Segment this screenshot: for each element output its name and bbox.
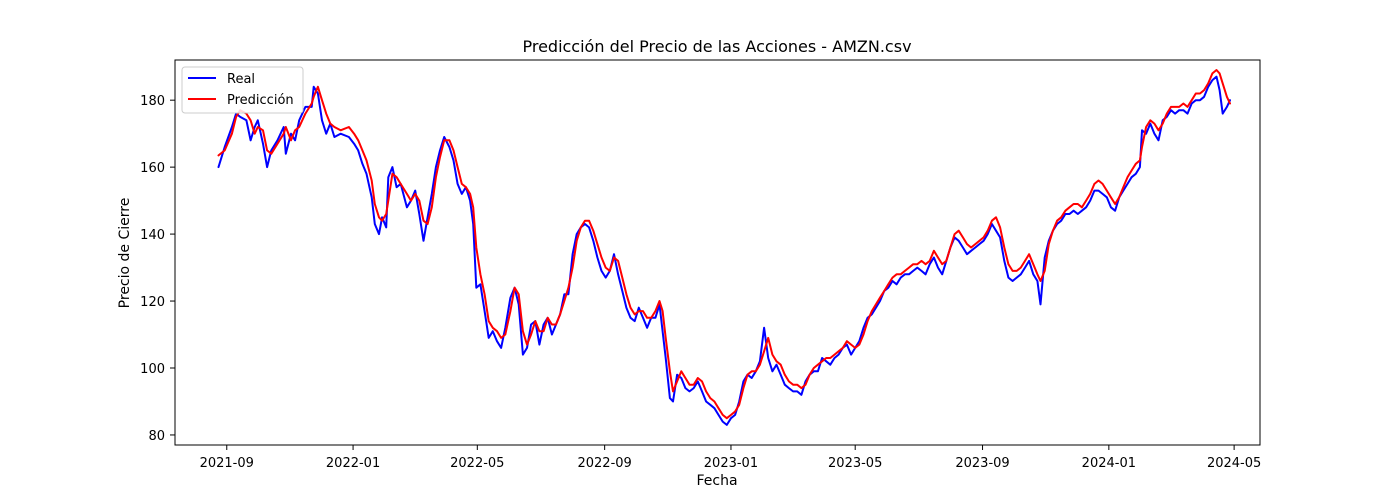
y-tick-label: 180	[140, 94, 165, 109]
legend-label-prediccion: Predicción	[227, 93, 294, 108]
y-tick-label: 160	[140, 161, 165, 176]
series-line-prediccion	[217, 69, 1231, 420]
y-axis-title: Precio de Cierre	[117, 198, 133, 309]
x-tick-label: 2024-05	[1207, 456, 1261, 471]
y-tick-label: 100	[140, 362, 165, 377]
x-tick-label: 2021-09	[200, 456, 254, 471]
series-line-real	[217, 75, 1231, 426]
y-tick-label: 80	[148, 429, 165, 444]
y-axis: 80 100 120 140 160 180	[140, 94, 175, 444]
legend: Real Predicción	[181, 66, 304, 114]
x-tick-label: 2022-09	[577, 456, 631, 471]
x-tick-label: 2024-01	[1082, 456, 1136, 471]
chart-title: Predicción del Precio de las Acciones - …	[522, 37, 911, 56]
x-axis-title: Fecha	[696, 473, 737, 489]
x-tick-label: 2022-01	[326, 456, 380, 471]
x-tick-label: 2023-01	[704, 456, 758, 471]
x-tick-label: 2022-05	[450, 456, 504, 471]
x-tick-label: 2023-09	[955, 456, 1009, 471]
y-tick-label: 140	[140, 228, 165, 243]
x-tick-label: 2023-05	[828, 456, 882, 471]
plot-area-frame	[174, 59, 1261, 446]
series-layer	[217, 69, 1231, 426]
x-axis: 2021-09 2022-01 2022-05 2022-09 2023-01 2023-…	[200, 445, 1261, 471]
legend-label-real: Real	[227, 72, 255, 87]
y-tick-label: 120	[140, 295, 165, 310]
